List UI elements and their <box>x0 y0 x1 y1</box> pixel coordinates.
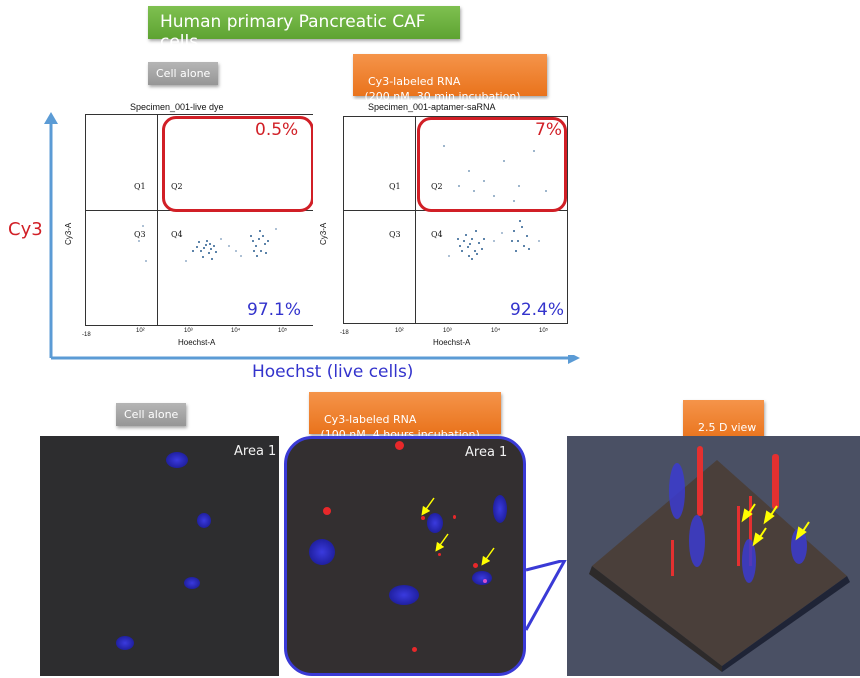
callout-pointer-icon <box>524 560 567 631</box>
x-tick: 10² <box>136 328 145 334</box>
nucleus <box>309 539 335 565</box>
q2-percent: 7% <box>535 120 562 140</box>
nucleus <box>472 571 492 585</box>
specimen-title: Specimen_001-live dye <box>130 102 224 112</box>
cy3-spot <box>483 579 487 583</box>
cy3-spot <box>438 553 441 556</box>
q2-gate <box>417 117 567 212</box>
quadrant-vline <box>415 116 416 324</box>
nucleus <box>166 452 188 468</box>
q2-label: Q2 <box>431 182 443 191</box>
nucleus <box>184 577 200 589</box>
cy3-spot <box>453 515 456 519</box>
surface-plot-icon <box>589 446 850 672</box>
tag-text: Cell alone <box>156 67 211 80</box>
x-tick: 10² <box>395 328 404 334</box>
q1-label: Q1 <box>389 182 401 191</box>
cy3-spot <box>473 563 478 568</box>
x-axis-title: Hoechst-A <box>178 338 216 347</box>
plot-frame <box>343 116 568 324</box>
q4-label: Q4 <box>171 230 183 239</box>
flow-tag-cell-alone: Cell alone <box>148 62 219 85</box>
x-tick: 10⁵ <box>539 328 549 334</box>
x-tick: 10⁴ <box>491 328 501 334</box>
quadrant-vline <box>157 114 158 326</box>
q4-label: Q4 <box>431 230 443 239</box>
q2-gate <box>162 116 314 212</box>
q1-label: Q1 <box>134 182 146 191</box>
x-tick: -18 <box>82 332 91 338</box>
q4-percent: 97.1% <box>247 300 302 320</box>
micro-tag-2-5d-view: 2.5 D view <box>683 400 765 440</box>
x-tick: -18 <box>340 330 349 336</box>
scatter-points <box>313 100 578 355</box>
yellow-arrows-icon <box>421 497 495 566</box>
tag-text: Cell alone <box>124 408 179 421</box>
axis-arrows-icon <box>44 112 580 364</box>
area-label: Area 1 <box>234 444 277 459</box>
cy3-spot <box>412 647 417 652</box>
x-axis-title: Hoechst-A <box>433 338 471 347</box>
specimen-title: Specimen_001-aptamer-saRNA <box>368 102 496 112</box>
q2-label: Q2 <box>171 182 183 191</box>
flow-tag-cy3-rna: Cy3-labeled RNA (200 nM, 30 min incubati… <box>353 54 547 103</box>
area-label: Area 1 <box>465 445 508 460</box>
micro-tag-cy3-rna: Cy3-labeled RNA (100 nM, 4 hours incubat… <box>309 392 501 441</box>
tag-text: Cy3-labeled RNA (200 nM, 30 min incubati… <box>364 75 521 103</box>
x-axis-label: Hoechst (live cells) <box>252 362 414 382</box>
q4-percent: 92.4% <box>510 300 565 320</box>
nucleus <box>427 513 443 533</box>
flow-plot-cell-alone: Specimen_001-live dye 0.5% 97.1% Q1 Q2 Q… <box>60 100 320 355</box>
cy3-spot <box>323 507 331 515</box>
cy3-spot <box>421 516 425 520</box>
x-tick: 10³ <box>443 328 452 334</box>
plot-2-5d-view <box>567 436 860 676</box>
x-tick: 10⁴ <box>231 328 241 334</box>
nucleus <box>389 585 419 605</box>
flow-plot-cy3-rna: Specimen_001-aptamer-saRNA 7% 92.4% Q1 Q… <box>313 100 578 355</box>
tag-text: 2.5 D view <box>698 421 757 434</box>
cy3-spot <box>395 441 404 450</box>
y-axis-label: Cy3 <box>8 219 43 240</box>
q3-label: Q3 <box>134 230 146 239</box>
q2-percent: 0.5% <box>255 120 299 140</box>
micro-tag-cell-alone: Cell alone <box>116 403 187 426</box>
micrograph-cell-alone: Area 1 <box>40 436 279 676</box>
x-tick: 10³ <box>184 328 193 334</box>
scatter-points <box>60 100 320 355</box>
title-banner: Human primary Pancreatic CAF cells <box>148 6 460 52</box>
x-tick: 10⁵ <box>278 328 288 334</box>
nucleus <box>197 513 211 528</box>
q3-label: Q3 <box>389 230 401 239</box>
nucleus <box>493 495 507 523</box>
title-text: Human primary Pancreatic CAF cells <box>160 12 426 52</box>
nucleus <box>116 636 134 650</box>
